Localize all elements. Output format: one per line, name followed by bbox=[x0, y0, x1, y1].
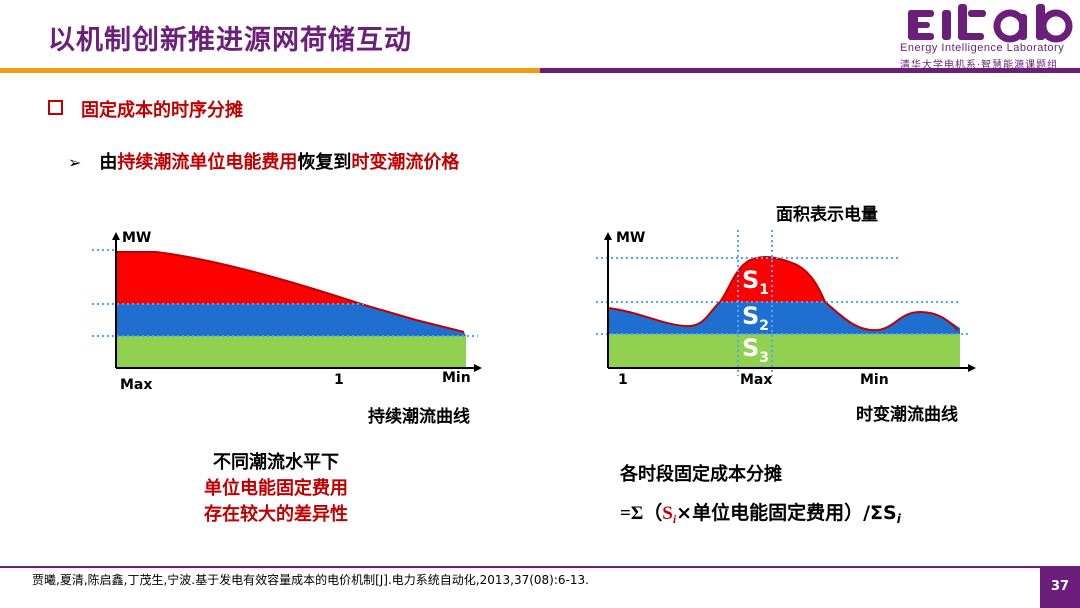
eilab-logo bbox=[908, 4, 1073, 43]
footer-divider bbox=[0, 566, 1040, 568]
duration-curve-chart bbox=[92, 232, 482, 372]
header-bar-purple bbox=[540, 68, 1080, 73]
s3-label: S3 bbox=[742, 334, 770, 366]
base-band bbox=[116, 336, 466, 368]
sub-red1: 持续潮流单位电能费用 bbox=[117, 152, 298, 173]
arrow-bullet-icon: ➢ bbox=[68, 153, 82, 172]
left-chart-caption: 持续潮流曲线 bbox=[368, 407, 470, 427]
duration-curve-line bbox=[116, 251, 465, 333]
s3-area bbox=[608, 334, 960, 368]
right-x-label-1: 1 bbox=[618, 372, 628, 388]
s1-label: S1 bbox=[742, 266, 770, 298]
section-subheading: ➢ 由持续潮流单位电能费用恢复到时变潮流价格 bbox=[68, 148, 459, 174]
left-x-label-1: 1 bbox=[334, 372, 344, 388]
reference-text: 贾曦,夏清,陈启鑫,丁茂生,宁波.基于发电有效容量成本的电价机制[J].电力系统… bbox=[32, 573, 589, 587]
formula-si-sub: i bbox=[672, 512, 677, 526]
right-chart-top-label: 面积表示电量 bbox=[776, 205, 878, 225]
page-title: 以机制创新推进源网荷储互动 bbox=[48, 25, 412, 56]
right-x-label-max: Max bbox=[740, 372, 773, 388]
x-axis-arrow-icon bbox=[474, 364, 482, 372]
formula-prefix: =Σ（ bbox=[620, 503, 663, 524]
sub-prefix: 由 bbox=[99, 152, 118, 173]
middle-area bbox=[116, 304, 466, 336]
left-x-label-min: Min bbox=[442, 370, 471, 386]
x-axis-arrow-icon bbox=[968, 364, 976, 372]
square-bullet-icon bbox=[48, 100, 63, 115]
note-line2: 单位电能固定费用 bbox=[204, 478, 348, 499]
variance-note: 不同潮流水平下 单位电能固定费用 存在较大的差异性 bbox=[176, 450, 376, 528]
s2-label: S2 bbox=[742, 302, 770, 334]
left-y-label: MW bbox=[122, 230, 152, 246]
formula-sum-sub: i bbox=[896, 512, 901, 526]
header-bar-orange bbox=[0, 68, 540, 73]
time-varying-curve-chart bbox=[596, 230, 976, 376]
formula-title: 各时段固定成本分摊 bbox=[620, 464, 782, 485]
right-chart-caption: 时变潮流曲线 bbox=[856, 405, 958, 425]
s1-area bbox=[720, 257, 825, 302]
s2-area bbox=[608, 302, 960, 334]
section-heading: 固定成本的时序分摊 bbox=[48, 96, 243, 122]
peak-area bbox=[116, 252, 361, 304]
page-number: 37 bbox=[1040, 566, 1080, 608]
allocation-formula: =Σ（Si×单位电能固定费用）/ΣSi bbox=[620, 498, 901, 527]
sub-mid: 恢复到 bbox=[297, 152, 352, 173]
formula-si: S bbox=[662, 503, 673, 524]
formula-middle: ×单位电能固定费用）/ΣS bbox=[676, 502, 897, 524]
left-x-label-max: Max bbox=[120, 377, 153, 393]
note-line3: 存在较大的差异性 bbox=[204, 504, 348, 525]
logo-subtitle-en: Energy Intelligence Laboratory bbox=[900, 42, 1065, 54]
section-heading-text: 固定成本的时序分摊 bbox=[81, 100, 243, 121]
note-line1: 不同潮流水平下 bbox=[213, 452, 339, 473]
y-axis-arrow-icon bbox=[112, 232, 120, 240]
right-x-label-min: Min bbox=[860, 372, 889, 388]
time-curve-line bbox=[607, 256, 959, 332]
logo-subtitle-cn: 清华大学电机系·智慧能源课题组 bbox=[900, 60, 1059, 71]
sub-red2: 时变潮流价格 bbox=[351, 152, 460, 173]
right-y-label: MW bbox=[616, 230, 646, 246]
y-axis-arrow-icon bbox=[604, 232, 612, 240]
